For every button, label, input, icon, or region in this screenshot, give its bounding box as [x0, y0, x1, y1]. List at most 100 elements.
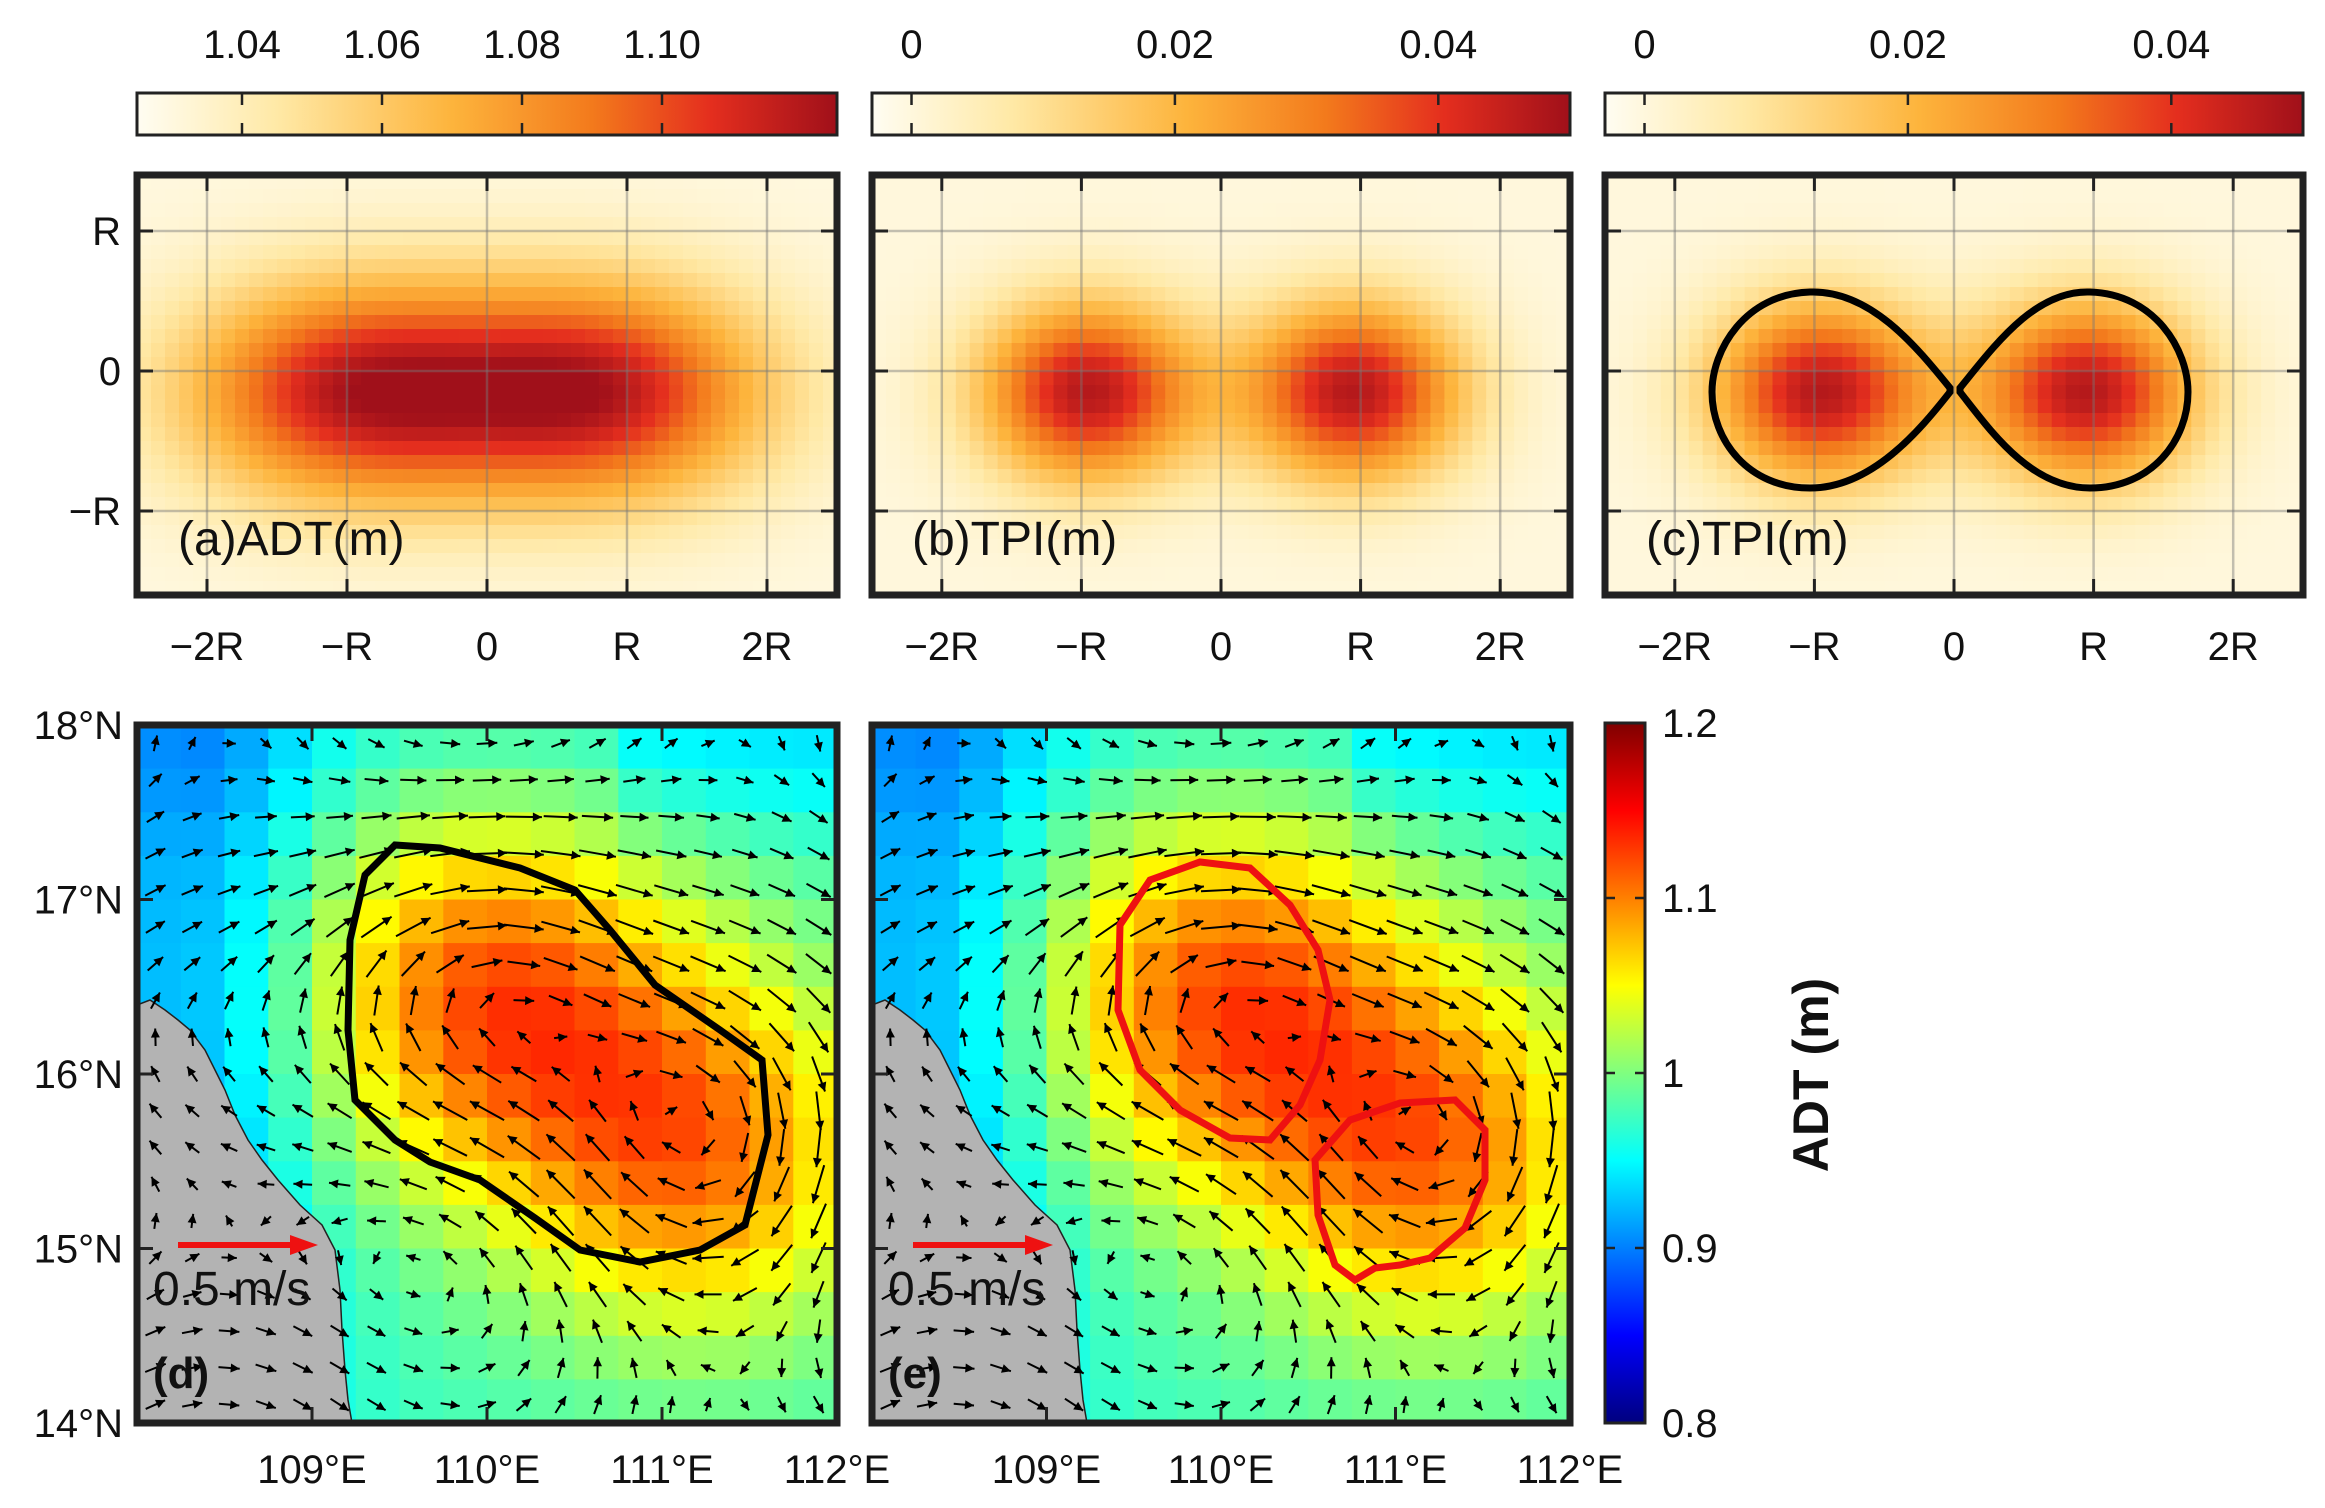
heatmap-cell	[193, 287, 208, 302]
heatmap-cell	[1674, 539, 1690, 554]
heatmap-cell	[2065, 329, 2081, 344]
heatmap-cell	[1151, 567, 1166, 582]
heatmap-cell	[2233, 231, 2248, 246]
colorbar-tick-label: 0	[1633, 23, 1655, 67]
heatmap-cell	[291, 189, 306, 204]
heatmap-cell	[263, 357, 278, 372]
heatmap-cell	[1954, 567, 1969, 582]
adt-cell	[530, 768, 576, 813]
heatmap-cell	[1472, 273, 1488, 288]
heatmap-cell	[2023, 525, 2039, 540]
heatmap-cell	[1674, 427, 1690, 442]
heatmap-cell	[1248, 175, 1264, 190]
heatmap-cell	[515, 385, 530, 400]
heatmap-cell	[1995, 525, 2011, 540]
heatmap-cell	[767, 259, 782, 274]
heatmap-cell	[2163, 189, 2179, 204]
heatmap-cell	[347, 567, 362, 582]
heatmap-cell	[2247, 497, 2262, 512]
heatmap-cell	[1828, 567, 1844, 582]
heatmap-cell	[1276, 385, 1292, 400]
heatmap-cell	[1660, 357, 1676, 372]
heatmap-cell	[1842, 217, 1858, 232]
heatmap-cell	[1276, 427, 1292, 442]
heatmap-cell	[473, 413, 488, 428]
heatmap-cell	[1011, 203, 1027, 218]
heatmap-cell	[445, 343, 460, 358]
heatmap-cell	[1814, 385, 1830, 400]
adt-cell	[355, 1379, 401, 1423]
heatmap-cell	[1123, 427, 1139, 442]
heatmap-cell	[1179, 427, 1194, 442]
heatmap-cell	[1856, 315, 1872, 330]
heatmap-cell	[711, 371, 726, 386]
heatmap-cell	[872, 357, 887, 372]
heatmap-cell	[1605, 385, 1620, 400]
heatmap-cell	[1290, 469, 1306, 484]
heatmap-cell	[2233, 441, 2248, 456]
heatmap-cell	[2219, 413, 2234, 428]
heatmap-cell	[1053, 175, 1069, 190]
heatmap-cell	[1688, 343, 1704, 358]
heatmap-cell	[1276, 553, 1292, 568]
heatmap-cell	[375, 175, 390, 190]
adt-cell	[487, 725, 532, 770]
heatmap-cell	[1486, 469, 1501, 484]
heatmap-cell	[1744, 385, 1760, 400]
heatmap-cell	[2205, 343, 2221, 358]
heatmap-cell	[1248, 399, 1264, 414]
heatmap-cell	[1221, 567, 1236, 582]
heatmap-cell	[781, 329, 796, 344]
heatmap-cell	[501, 329, 516, 344]
heatmap-cell	[1304, 343, 1320, 358]
heatmap-cell	[1954, 539, 1969, 554]
heatmap-cell	[983, 553, 999, 568]
heatmap-cell	[459, 217, 474, 232]
heatmap-cell	[669, 385, 684, 400]
heatmap-cell	[1221, 343, 1236, 358]
heatmap-cell	[913, 427, 929, 442]
heatmap-cell	[305, 329, 320, 344]
heatmap-cell	[2275, 189, 2290, 204]
heatmap-cell	[781, 315, 796, 330]
colorbar-tick-label: 0.02	[1136, 23, 1214, 67]
heatmap-cell	[1528, 399, 1543, 414]
heatmap-cell	[1856, 455, 1872, 470]
heatmap-cell	[473, 343, 488, 358]
heatmap-cell	[2261, 287, 2276, 302]
heatmap-cell	[1165, 483, 1180, 498]
heatmap-cell	[1646, 413, 1662, 428]
heatmap-cell	[2275, 413, 2290, 428]
heatmap-cell	[2107, 189, 2123, 204]
heatmap-cell	[1744, 525, 1760, 540]
heatmap-cell	[1221, 217, 1236, 232]
heatmap-cell	[431, 315, 446, 330]
heatmap-cell	[627, 315, 642, 330]
heatmap-cell	[1458, 231, 1474, 246]
heatmap-cell	[515, 273, 530, 288]
heatmap-cell	[1632, 399, 1648, 414]
heatmap-cell	[515, 245, 530, 260]
heatmap-cell	[795, 287, 810, 302]
velocity-arrow-head	[190, 957, 201, 967]
heatmap-cell	[1995, 231, 2011, 246]
heatmap-cell	[1702, 329, 1718, 344]
heatmap-cell	[1500, 175, 1515, 190]
heatmap-cell	[2177, 455, 2193, 470]
heatmap-cell	[886, 175, 901, 190]
velocity-arrow-head	[192, 1326, 203, 1336]
heatmap-cell	[1954, 525, 1969, 540]
heatmap-cell	[2177, 287, 2193, 302]
heatmap-cell	[1619, 329, 1634, 344]
heatmap-cell	[1193, 273, 1208, 288]
heatmap-cell	[1304, 455, 1320, 470]
heatmap-cell	[1179, 539, 1194, 554]
heatmap-cell	[2009, 203, 2025, 218]
heatmap-cell	[2065, 301, 2081, 316]
heatmap-cell	[1221, 497, 1236, 512]
heatmap-cell	[1772, 371, 1788, 386]
heatmap-cell	[1730, 203, 1746, 218]
heatmap-cell	[2205, 189, 2221, 204]
heatmap-cell	[221, 175, 236, 190]
heatmap-cell	[1165, 455, 1180, 470]
